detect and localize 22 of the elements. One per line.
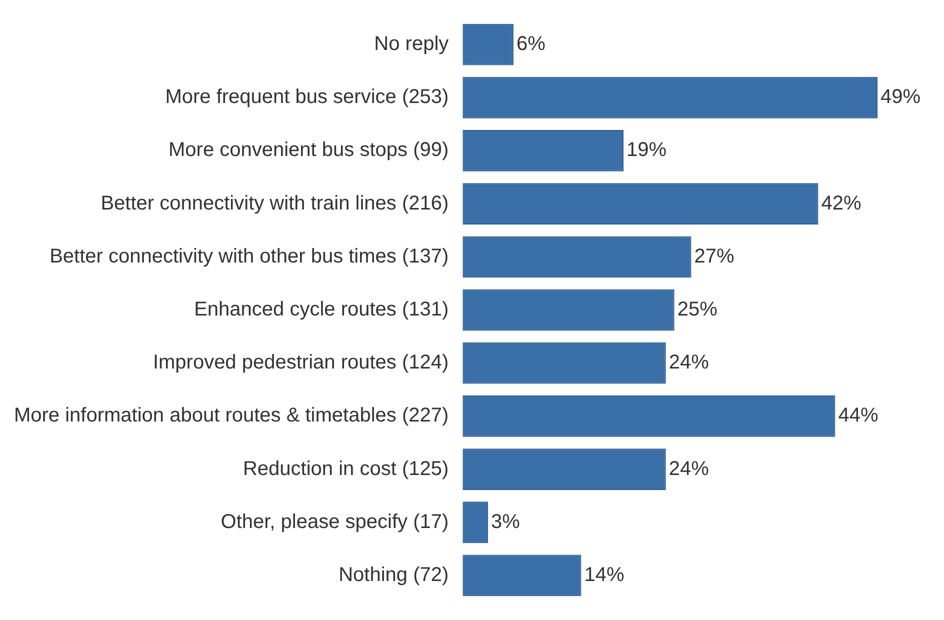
- y-tick-label: Enhanced cycle routes (131): [194, 298, 449, 321]
- y-tick-label: Reduction in cost (125): [242, 458, 449, 480]
- y-tick-label: Other, please specify (17): [220, 510, 449, 533]
- data-label: 24%: [668, 458, 710, 480]
- data-label: 6%: [516, 33, 546, 56]
- data-label: 19%: [626, 139, 667, 162]
- y-tick-label: More frequent bus service (253): [165, 86, 449, 108]
- data-label: 27%: [694, 245, 735, 268]
- data-label: 44%: [838, 404, 878, 427]
- y-tick-label: Improved pedestrian routes (124): [152, 352, 449, 374]
- data-label: 3%: [491, 510, 520, 533]
- data-label: 42%: [821, 192, 862, 214]
- data-label: 14%: [584, 564, 624, 586]
- data-label: 24%: [668, 352, 710, 374]
- y-tick-label: Nothing (72): [338, 564, 449, 586]
- y-tick-label: Better connectivity with other bus times (137): [50, 245, 449, 268]
- data-label: 49%: [880, 86, 921, 108]
- data-label: 25%: [677, 298, 718, 321]
- y-tick-label: No reply: [374, 33, 449, 56]
- y-tick-label: More convenient bus stops (99): [168, 139, 449, 162]
- y-tick-label: More information about routes & timetables (227): [14, 404, 449, 427]
- y-tick-label: Better connectivity with train lines (216): [100, 192, 449, 214]
